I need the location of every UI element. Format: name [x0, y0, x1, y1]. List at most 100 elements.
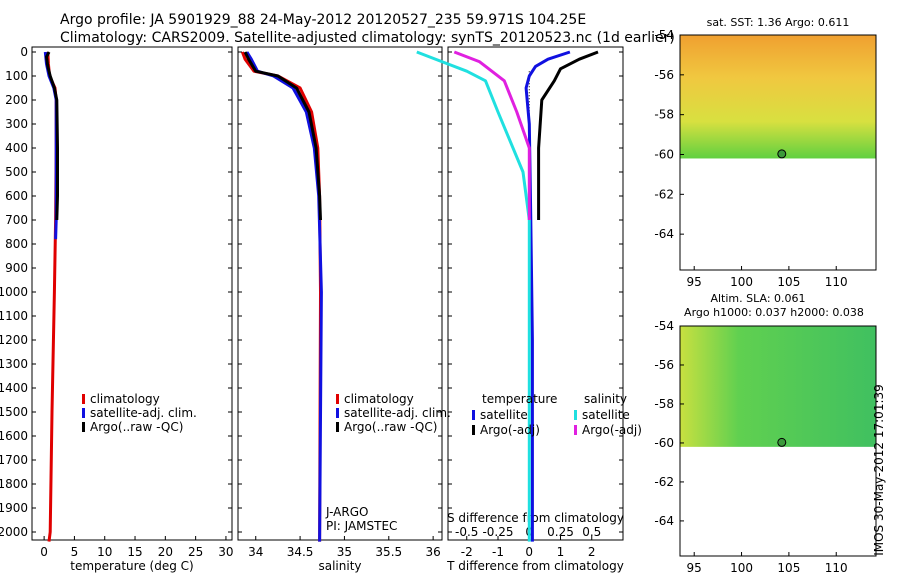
legend-entry: Argo(..raw -QC)	[344, 420, 437, 434]
legend-swatch	[336, 408, 339, 418]
sla-map-title: Altim. SLA: 0.061	[710, 292, 805, 305]
differences-series-line	[524, 50, 571, 542]
depth-tick-label: 1800	[0, 477, 28, 491]
title-line-2: Climatology: CARS2009. Satellite-adjuste…	[60, 30, 675, 46]
depth-tick-label: 1900	[0, 501, 28, 515]
differences-xtick-label: 1	[557, 545, 565, 559]
salinity-xtick-label: 34.5	[287, 545, 314, 559]
salinity-xtick-label: 34	[248, 545, 263, 559]
legend-swatch	[472, 410, 475, 420]
legend-swatch	[336, 394, 339, 404]
temperature-xtick-label: 5	[71, 545, 79, 559]
salinity-diff-tick-label: -0.25	[482, 525, 513, 539]
depth-tick-label: 1500	[0, 405, 28, 419]
legend-entry: climatology	[344, 392, 414, 406]
title-line-1: Argo profile: JA 5901929_88 24-May-2012 …	[60, 12, 587, 28]
legend-swatch	[574, 425, 577, 435]
sst-map-xtick-label: 100	[730, 275, 753, 289]
differences-xtick-label: 0	[525, 545, 533, 559]
depth-tick-label: 100	[5, 69, 28, 83]
differences-xtick-label: -2	[461, 545, 473, 559]
legend-swatch	[82, 422, 85, 432]
salinity-series-line	[245, 51, 323, 542]
depth-tick-label: 1400	[0, 381, 28, 395]
sst-map-ytick-label: -58	[654, 108, 674, 122]
depth-tick-label: 300	[5, 117, 28, 131]
legend-entry: satellite	[582, 408, 630, 422]
sla-map-subtitle: Argo h1000: 0.037 h2000: 0.038	[684, 306, 864, 319]
sla-map-axes-box	[679, 325, 877, 557]
salinity-xtick-label: 35	[337, 545, 352, 559]
legend-swatch	[82, 408, 85, 418]
sla-map-ytick-label: -56	[654, 358, 674, 372]
imos-timestamp: IMOS 30-May-2012 17:01:39	[872, 384, 886, 556]
sla-map-ytick-label: -58	[654, 397, 674, 411]
differences-axes-box	[447, 46, 624, 541]
temperature-axes-box	[31, 46, 233, 541]
depth-tick-label: 1100	[0, 309, 28, 323]
depth-tick-label: 0	[20, 45, 28, 59]
differences-xlabel: T difference from climatology	[446, 559, 624, 573]
sst-map-axes-box	[679, 34, 877, 271]
salinity-xtick-label: 36	[425, 545, 440, 559]
temperature-xtick-label: 0	[40, 545, 48, 559]
legend-entry: Argo(-adj)	[480, 423, 540, 437]
sla-map-xtick-label: 105	[777, 561, 800, 575]
salinity-diff-label: S difference from climatology	[447, 511, 624, 525]
legend-swatch	[472, 425, 475, 435]
temperature-xtick-label: 15	[127, 545, 142, 559]
sla-map-data-field	[680, 326, 876, 447]
differences-xtick-label: -1	[492, 545, 504, 559]
temperature-xtick-label: 10	[97, 545, 112, 559]
differences-series-line	[537, 50, 599, 220]
differences-series-line	[453, 50, 531, 220]
depth-tick-label: 800	[5, 237, 28, 251]
sst-map-ytick-label: -54	[654, 28, 674, 42]
sst-map-title: sat. SST: 1.36 Argo: 0.611	[707, 16, 850, 29]
legend-entry: satellite-adj. clim.	[344, 406, 451, 420]
sla-map-xtick-label: 110	[825, 561, 848, 575]
salinity-xtick-label: 35.5	[375, 545, 402, 559]
legend-entry: climatology	[90, 392, 160, 406]
depth-tick-label: 1600	[0, 429, 28, 443]
salinity-xlabel: salinity	[318, 559, 361, 573]
depth-tick-label: 200	[5, 93, 28, 107]
depth-tick-label: 2000	[0, 525, 28, 539]
sla-map-ytick-label: -62	[654, 475, 674, 489]
depth-tick-label: 900	[5, 261, 28, 275]
legend-entry: Argo(..raw -QC)	[90, 420, 183, 434]
depth-tick-label: 1000	[0, 285, 28, 299]
sst-map-xtick-label: 110	[825, 275, 848, 289]
annotation-text: J-ARGO	[325, 505, 368, 519]
temperature-xtick-label: 25	[188, 545, 203, 559]
legend-swatch	[574, 410, 577, 420]
sst-map-ytick-label: -60	[654, 147, 674, 161]
salinity-diff-tick-label: 0.25	[547, 525, 574, 539]
sst-map-xtick-label: 105	[777, 275, 800, 289]
sla-map-float-marker	[777, 437, 787, 447]
sla-map-xtick-label: 95	[687, 561, 702, 575]
salinity-series-line	[243, 51, 322, 221]
sla-map-xtick-label: 100	[730, 561, 753, 575]
depth-tick-label: 1300	[0, 357, 28, 371]
legend-header-salinity: salinity	[584, 392, 627, 406]
depth-tick-label: 400	[5, 141, 28, 155]
sst-map-float-marker	[777, 149, 787, 159]
temperature-xtick-label: 20	[158, 545, 173, 559]
salinity-axes-box	[237, 46, 443, 541]
temperature-series-line	[45, 51, 59, 221]
sla-map-ytick-label: -64	[654, 514, 674, 528]
temperature-xlabel: temperature (deg C)	[70, 559, 193, 573]
temperature-xtick-label: 30	[218, 545, 233, 559]
depth-tick-label: 600	[5, 189, 28, 203]
legend-entry: satellite-adj. clim.	[90, 406, 197, 420]
salinity-diff-tick-label: -0.5	[455, 525, 478, 539]
depth-tick-label: 1200	[0, 333, 28, 347]
legend-entry: satellite	[480, 408, 528, 422]
depth-tick-label: 500	[5, 165, 28, 179]
sst-map-xtick-label: 95	[687, 275, 702, 289]
differences-series-line	[416, 50, 531, 542]
annotation-text: PI: JAMSTEC	[326, 519, 397, 533]
sst-map-data-field	[680, 35, 876, 159]
